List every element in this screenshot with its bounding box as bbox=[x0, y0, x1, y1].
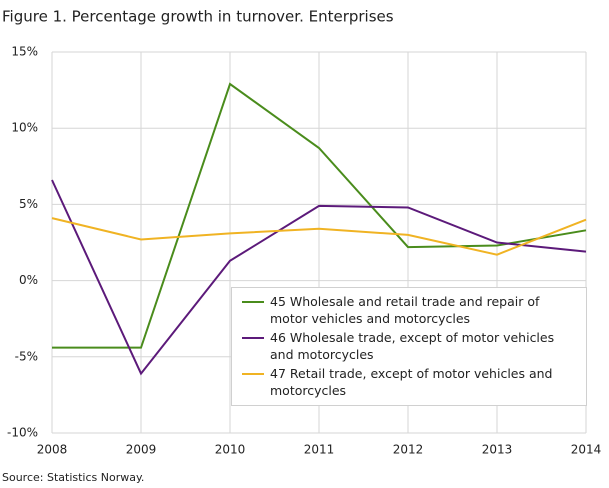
legend-swatch bbox=[242, 337, 264, 339]
x-tick-label: 2012 bbox=[393, 443, 424, 457]
series-line bbox=[51, 217, 587, 256]
y-tick-label: 5% bbox=[19, 197, 38, 211]
legend-label: 45 Wholesale and retail trade and repair… bbox=[270, 294, 540, 326]
legend-entry: 45 Wholesale and retail trade and repair… bbox=[242, 293, 576, 327]
x-tick-label: 2008 bbox=[37, 443, 68, 457]
x-tick-label: 2013 bbox=[482, 443, 513, 457]
y-tick-label: 10% bbox=[11, 121, 38, 135]
series-line bbox=[51, 179, 587, 376]
x-tick-label: 2010 bbox=[215, 443, 246, 457]
legend-label: 47 Retail trade, except of motor vehicle… bbox=[270, 366, 553, 398]
y-tick-label: 0% bbox=[19, 273, 38, 287]
y-tick-label: -5% bbox=[15, 349, 38, 363]
x-tick-label: 2009 bbox=[126, 443, 157, 457]
series-line bbox=[52, 82, 587, 349]
y-tick-label: 15% bbox=[11, 45, 38, 59]
legend-entry: 46 Wholesale trade, except of motor vehi… bbox=[242, 329, 576, 363]
x-tick-label: 2011 bbox=[304, 443, 335, 457]
y-tick-label: -10% bbox=[7, 426, 38, 440]
legend: 45 Wholesale and retail trade and repair… bbox=[231, 287, 587, 406]
legend-swatch bbox=[242, 301, 264, 303]
x-tick-label: 2014 bbox=[571, 443, 602, 457]
chart-title: Figure 1. Percentage growth in turnover.… bbox=[2, 8, 394, 26]
source: Source: Statistics Norway. bbox=[2, 471, 144, 484]
legend-label: 46 Wholesale trade, except of motor vehi… bbox=[270, 330, 555, 362]
legend-entry: 47 Retail trade, except of motor vehicle… bbox=[242, 365, 576, 399]
legend-swatch bbox=[242, 373, 264, 375]
